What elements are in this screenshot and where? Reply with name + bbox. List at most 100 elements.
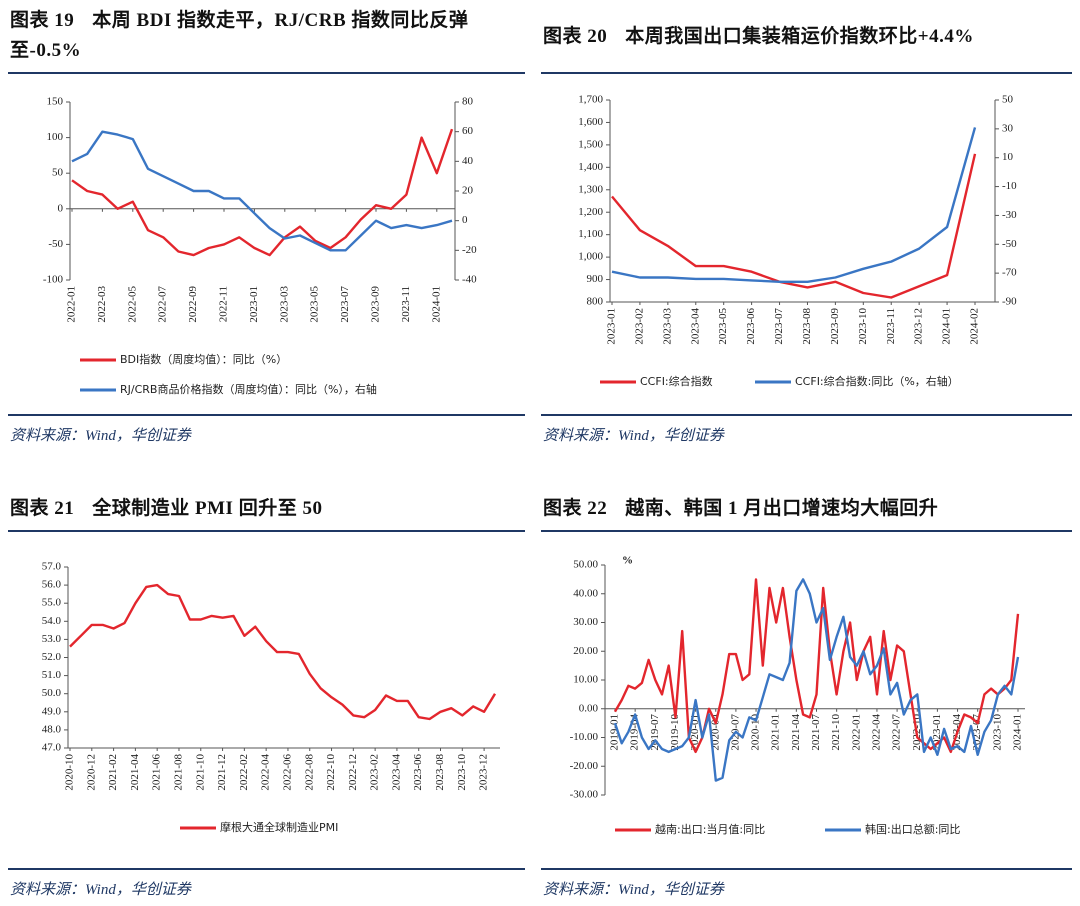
- x-tick-label: 2022-03: [96, 286, 108, 323]
- y2-tick-label: 0: [462, 214, 468, 226]
- y-tick-label: 54.0: [42, 615, 62, 627]
- y-tick-label: -20.00: [570, 760, 599, 772]
- legend-label: CCFI:综合指数:同比（%，右轴）: [795, 374, 959, 388]
- y2-tick-label: -50: [1002, 238, 1017, 250]
- series-line: [69, 583, 497, 721]
- y-tick-label: 48.0: [42, 723, 62, 735]
- x-tick-label: 2023-01: [606, 308, 618, 345]
- x-tick-label: 2023-03: [661, 308, 673, 345]
- y-tick-label: 52.0: [42, 651, 62, 663]
- x-tick-label: 2019-07: [649, 714, 661, 751]
- x-tick-label: 2022-02: [238, 754, 250, 791]
- y-tick-label: 20.00: [573, 645, 598, 657]
- x-tick-label: 2024-02: [969, 308, 981, 345]
- x-tick-label: 2023-12: [478, 754, 490, 791]
- y-tick-label: 0.00: [579, 702, 599, 714]
- y-tick-label: 57.0: [42, 561, 62, 573]
- y2-tick-label: 40: [462, 155, 474, 167]
- x-tick-label: 2023-04: [390, 754, 402, 791]
- chart-caption: 图表 21 全球制造业 PMI 回升至 50: [10, 498, 323, 519]
- x-tick-label: 2024-01: [430, 286, 442, 323]
- rule: [8, 530, 525, 532]
- y-tick-label: -30.00: [570, 789, 599, 801]
- x-tick-label: 2023-07: [773, 308, 785, 345]
- x-tick-label: 2023-03: [278, 286, 290, 323]
- legend-label: 越南:出口:当月值:同比: [655, 822, 765, 836]
- y-tick-label: 1,300: [578, 183, 603, 195]
- y-tick-label: 1,200: [578, 206, 603, 218]
- chart-caption: 图表 19 本周 BDI 指数走平，RJ/CRB 指数同比反弹至-0.5%: [10, 10, 469, 61]
- y2-tick-label: -30: [1002, 209, 1017, 221]
- legend-label: 韩国:出口总额:同比: [865, 822, 960, 836]
- x-tick-label: 2023-02: [369, 754, 381, 791]
- rule: [541, 868, 1072, 870]
- y-unit: %: [622, 555, 633, 567]
- x-tick-label: 2019-04: [629, 714, 641, 751]
- x-tick-label: 2023-04: [689, 308, 701, 345]
- x-tick-label: 2022-09: [187, 286, 199, 323]
- x-tick-label: 2022-06: [281, 754, 293, 791]
- y-tick-label: 56.0: [42, 579, 62, 591]
- x-tick-label: 2022-11: [218, 286, 230, 322]
- chart-caption: 图表 20 本周我国出口集装箱运价指数环比+4.4%: [543, 26, 974, 47]
- y-tick-label: 1,400: [578, 161, 603, 173]
- x-tick-label: 2023-10: [456, 754, 468, 791]
- y2-tick-label: 30: [1002, 122, 1014, 134]
- x-tick-label: 2022-12: [347, 754, 359, 791]
- y2-tick-label: -20: [462, 244, 477, 256]
- x-tick-label: 2019-10: [669, 714, 681, 751]
- x-tick-label: 2022-04: [870, 714, 882, 751]
- x-tick-label: 2021-10: [194, 754, 206, 791]
- x-tick-label: 2023-07: [339, 286, 351, 323]
- y-tick-label: 40.00: [573, 587, 598, 599]
- y-tick-label: 30.00: [573, 616, 598, 628]
- rule: [8, 868, 525, 870]
- y2-tick-label: 10: [1002, 151, 1014, 163]
- y-tick-label: 100: [47, 131, 64, 143]
- x-tick-label: 2022-01: [66, 286, 78, 323]
- y-tick-label: 50.0: [42, 687, 62, 699]
- x-tick-label: 2024-01: [941, 308, 953, 345]
- source: 资料来源：Wind，华创证券: [543, 882, 724, 898]
- y-tick-label: 47.0: [42, 742, 62, 754]
- x-tick-label: 2022-05: [126, 286, 138, 323]
- series-line: [71, 128, 454, 257]
- y-tick-label: -10.00: [570, 731, 599, 743]
- source: 资料来源：Wind，华创证券: [10, 882, 191, 898]
- y-tick-label: 55.0: [42, 597, 62, 609]
- rule: [541, 530, 1072, 532]
- x-tick-label: 2023-09: [370, 286, 382, 323]
- y-tick-label: 49.0: [42, 705, 62, 717]
- x-tick-label: 2021-01: [770, 714, 782, 751]
- x-tick-label: 2021-08: [173, 754, 185, 791]
- rule: [541, 72, 1072, 74]
- y2-tick-label: -40: [462, 274, 477, 286]
- y2-tick-label: 60: [462, 125, 474, 137]
- x-tick-label: 2020-10: [64, 754, 76, 791]
- legend-label: RJ/CRB商品价格指数（周度均值）：同比（%），右轴: [120, 382, 377, 396]
- legend-label: BDI指数（周度均值）：同比（%）: [120, 352, 287, 366]
- y-tick-label: 50: [52, 167, 64, 179]
- x-tick-label: 2023-06: [745, 308, 757, 345]
- x-tick-label: 2022-08: [303, 754, 315, 791]
- x-tick-label: 2024-01: [1012, 714, 1024, 751]
- series-line: [613, 578, 1020, 782]
- x-tick-label: 2023-05: [717, 308, 729, 345]
- x-tick-label: 2019-01: [609, 714, 621, 751]
- source: 资料来源：Wind，华创证券: [10, 428, 191, 444]
- y2-tick-label: 80: [462, 96, 474, 108]
- x-tick-label: 2023-08: [801, 308, 813, 345]
- x-tick-label: 2021-06: [151, 754, 163, 791]
- x-tick-label: 2023-10: [991, 714, 1003, 751]
- y2-tick-label: -70: [1002, 267, 1017, 279]
- y-tick-label: -100: [43, 274, 64, 286]
- legend-label: CCFI:综合指数: [640, 374, 713, 388]
- y-tick-label: -50: [48, 238, 63, 250]
- x-tick-label: 2022-01: [850, 714, 862, 751]
- y-tick-label: 900: [587, 273, 604, 285]
- y2-tick-label: 50: [1002, 94, 1014, 106]
- series-line: [611, 153, 977, 299]
- x-tick-label: 2023-01: [248, 286, 260, 323]
- series-line: [611, 127, 977, 283]
